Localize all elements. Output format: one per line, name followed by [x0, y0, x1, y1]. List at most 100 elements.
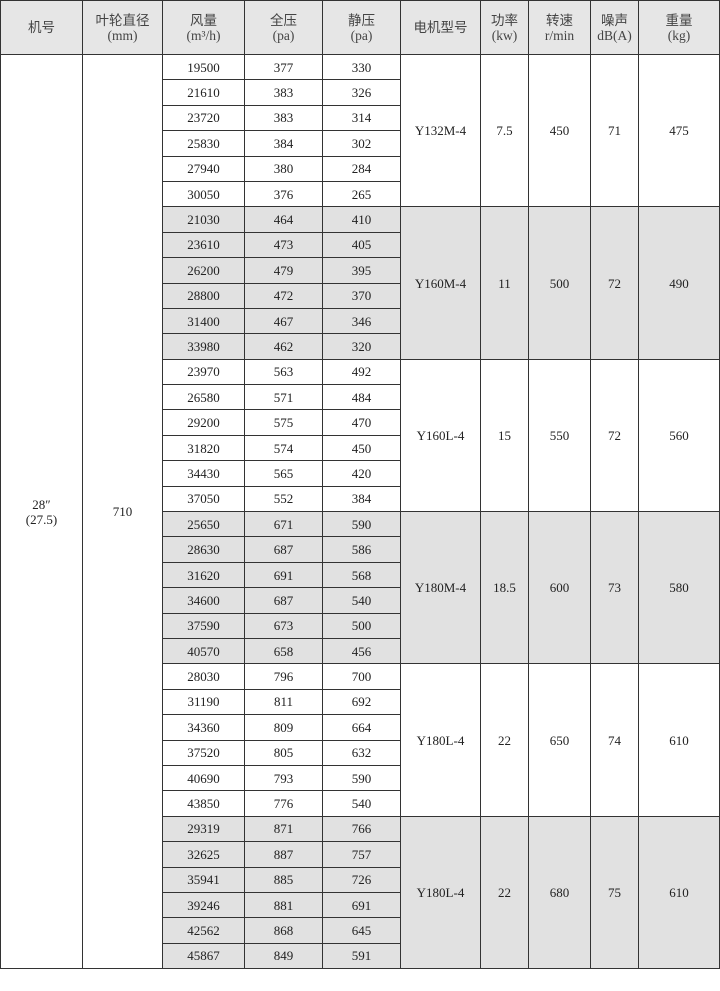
table-row: 23970 563 492 Y160L-4 15 550 72 560: [1, 358, 720, 513]
airflow-cell: 34360: [162, 714, 245, 741]
static-pressure-cell: 590: [322, 764, 401, 792]
header-label: 机号: [28, 20, 55, 35]
static-pressure-cell: 568: [322, 561, 401, 589]
noise-cell: 73: [590, 511, 639, 665]
noise-cell: 71: [590, 53, 639, 208]
airflow-cell: 32625: [162, 841, 245, 868]
table-row: 28030 796 700 Y180L-4 22 650 74 610: [1, 663, 720, 817]
power-cell: 22: [480, 663, 529, 817]
total-pressure-cell: 383: [244, 104, 323, 132]
header-label: 噪声: [601, 12, 628, 28]
static-pressure-cell: 664: [322, 714, 401, 741]
airflow-cell: 21610: [162, 79, 245, 106]
total-pressure-cell: 809: [244, 714, 323, 741]
static-pressure-cell: 284: [322, 155, 401, 182]
table-row: 35941 885 726: [1, 866, 720, 893]
airflow-cell: 19500: [162, 53, 245, 81]
total-pressure-cell: 793: [244, 764, 323, 792]
total-pressure-cell: 849: [244, 942, 323, 970]
table-row: 21030 464 410 Y160M-4 11 500 72 490: [1, 206, 720, 360]
airflow-cell: 23610: [162, 231, 245, 259]
machine-no-cell: 28″ (27.5): [0, 53, 83, 970]
total-pressure-cell: 687: [244, 587, 323, 614]
total-pressure-cell: 868: [244, 917, 323, 944]
motor-model-cell: Y180M-4: [400, 511, 481, 665]
total-pressure-cell: 380: [244, 155, 323, 182]
static-pressure-cell: 540: [322, 790, 401, 817]
header-label: 电机型号: [413, 20, 468, 35]
airflow-cell: 29319: [162, 815, 245, 843]
airflow-cell: 43850: [162, 790, 245, 817]
table-row: 26200 479 395: [1, 257, 720, 284]
header-unit: (kg): [667, 27, 691, 43]
static-pressure-cell: 766: [322, 815, 401, 843]
airflow-cell: 31620: [162, 561, 245, 589]
header-unit: (m³/h): [186, 27, 221, 43]
total-pressure-cell: 796: [244, 663, 323, 690]
airflow-cell: 26580: [162, 384, 245, 411]
static-pressure-cell: 591: [322, 942, 401, 970]
motor-model-cell: Y180L-4: [400, 815, 481, 970]
header-noise: 噪声 dB(A): [590, 0, 639, 55]
power-cell: 22: [480, 815, 529, 970]
machine-no-alt: (27.5): [25, 511, 58, 527]
motor-model-cell: Y180L-4: [400, 663, 481, 817]
weight-cell: 580: [638, 511, 720, 665]
header-unit: (pa): [272, 27, 295, 43]
table-row: 40690 793 590: [1, 764, 720, 792]
noise-cell: 72: [590, 358, 639, 513]
header-unit: dB(A): [597, 27, 632, 43]
total-pressure-cell: 805: [244, 739, 323, 766]
header-total-pressure: 全压 (pa): [244, 0, 323, 55]
speed-cell: 500: [528, 206, 591, 360]
airflow-cell: 40690: [162, 764, 245, 792]
airflow-cell: 26200: [162, 257, 245, 284]
table-row: 43850 776 540: [1, 790, 720, 817]
header-label: 静压: [348, 12, 375, 28]
machine-no: 28″: [32, 496, 51, 512]
total-pressure-cell: 376: [244, 180, 323, 208]
static-pressure-cell: 302: [322, 130, 401, 157]
fan-performance-table: 机号 叶轮直径 (mm) 风量 (m³/h) 全压 (pa) 静压 (pa) 电机型号 功率 (kw)…: [0, 0, 720, 970]
static-pressure-cell: 395: [322, 257, 401, 284]
static-pressure-cell: 590: [322, 511, 401, 538]
airflow-cell: 28630: [162, 536, 245, 563]
static-pressure-cell: 700: [322, 663, 401, 690]
total-pressure-cell: 691: [244, 561, 323, 589]
weight-cell: 610: [638, 815, 720, 970]
static-pressure-cell: 326: [322, 79, 401, 106]
static-pressure-cell: 320: [322, 333, 401, 360]
airflow-cell: 29200: [162, 409, 245, 436]
airflow-cell: 35941: [162, 866, 245, 893]
total-pressure-cell: 464: [244, 206, 323, 233]
table-row: 39246 881 691: [1, 891, 720, 919]
total-pressure-cell: 671: [244, 511, 323, 538]
header-label: 重量: [665, 12, 693, 28]
airflow-cell: 37520: [162, 739, 245, 766]
motor-model-cell: Y132M-4: [400, 53, 481, 208]
static-pressure-cell: 470: [322, 409, 401, 436]
header-unit: (mm): [107, 27, 138, 43]
total-pressure-cell: 887: [244, 841, 323, 868]
header-power: 功率 (kw): [480, 0, 529, 55]
total-pressure-cell: 472: [244, 282, 323, 309]
static-pressure-cell: 500: [322, 612, 401, 639]
total-pressure-cell: 552: [244, 485, 323, 513]
total-pressure-cell: 479: [244, 257, 323, 284]
table-row: 23610 473 405: [1, 231, 720, 259]
noise-cell: 72: [590, 206, 639, 360]
static-pressure-cell: 726: [322, 866, 401, 893]
static-pressure-cell: 314: [322, 104, 401, 132]
table-row: 45867 849 591: [1, 942, 720, 970]
airflow-cell: 25650: [162, 511, 245, 538]
speed-cell: 450: [528, 53, 591, 208]
total-pressure-cell: 811: [244, 688, 323, 716]
airflow-cell: 42562: [162, 917, 245, 944]
speed-cell: 650: [528, 663, 591, 817]
speed-cell: 680: [528, 815, 591, 970]
total-pressure-cell: 658: [244, 637, 323, 665]
total-pressure-cell: 377: [244, 53, 323, 81]
static-pressure-cell: 692: [322, 688, 401, 716]
total-pressure-cell: 571: [244, 384, 323, 411]
header-label: 风量: [190, 12, 217, 28]
